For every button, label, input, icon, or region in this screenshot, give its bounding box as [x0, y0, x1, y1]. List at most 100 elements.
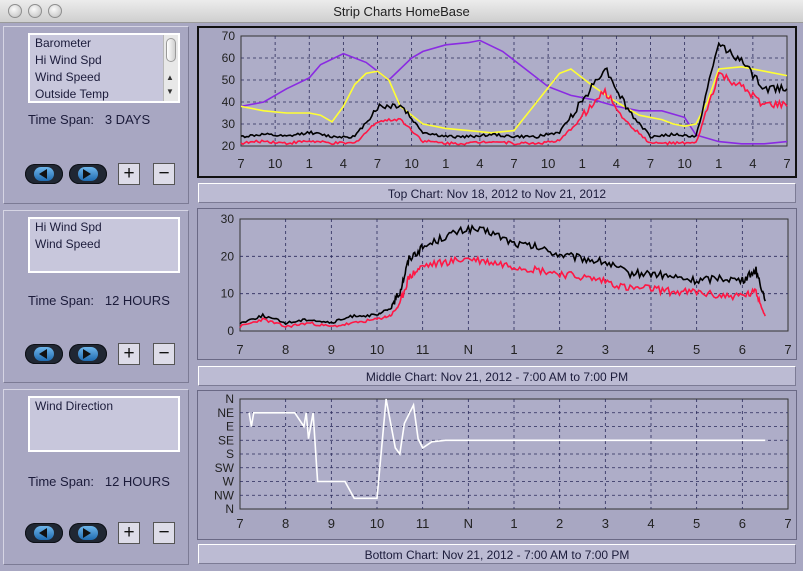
x-tick-label: 7 — [647, 156, 654, 171]
x-tick-label: 7 — [236, 516, 243, 531]
x-tick-label: 10 — [677, 156, 691, 171]
scroll-up-icon[interactable]: ▲ — [166, 73, 174, 82]
zoom-window-button[interactable] — [48, 4, 62, 18]
prev-button[interactable] — [25, 164, 63, 184]
x-tick-label: 5 — [693, 516, 700, 531]
x-tick-label: 8 — [282, 342, 289, 357]
list-item[interactable]: Barometer — [35, 36, 92, 50]
y-tick-label: N — [225, 502, 234, 516]
y-tick-label: SE — [218, 433, 234, 447]
series-line-black — [239, 224, 766, 326]
time-span-value: 3 DAYS — [104, 112, 151, 127]
title-bar: Strip Charts HomeBase — [0, 0, 803, 23]
x-tick-label: 7 — [784, 516, 791, 531]
middle-chart[interactable]: 7 8 9 10 11 N 1 2 3 4 5 6 7 0 10 20 30 — [197, 208, 797, 360]
zoom-out-button[interactable]: − — [153, 343, 175, 365]
x-tick-label: 4 — [613, 156, 620, 171]
x-tick-label: 1 — [442, 156, 449, 171]
x-tick-label: 3 — [602, 516, 609, 531]
time-span-value: 12 HOURS — [104, 293, 170, 308]
x-tick-label: 7 — [784, 342, 791, 357]
series-list-bottom[interactable]: Wind Direction — [28, 396, 180, 452]
x-tick-label: N — [464, 342, 473, 357]
middle-chart-controls: Hi Wind Spd Wind Speed Time Span: 12 HOU… — [3, 210, 189, 383]
x-tick-label: 2 — [556, 342, 563, 357]
list-scrollbar[interactable]: ▲ ▼ — [163, 35, 178, 101]
close-window-button[interactable] — [8, 4, 22, 18]
x-tick-label: 11 — [416, 516, 430, 531]
series-line-white — [248, 398, 766, 500]
x-tick-label: 4 — [647, 516, 654, 531]
window-title: Strip Charts HomeBase — [333, 4, 470, 19]
x-tick-label: 1 — [306, 156, 313, 171]
next-button[interactable] — [69, 344, 107, 364]
x-tick-label: 7 — [237, 156, 244, 171]
scroll-down-icon[interactable]: ▼ — [166, 87, 174, 96]
minimize-window-button[interactable] — [28, 4, 42, 18]
prev-button[interactable] — [25, 523, 63, 543]
series-line-purple — [240, 39, 788, 145]
list-item[interactable]: Wind Speed — [35, 237, 101, 251]
x-tick-label: 7 — [374, 156, 381, 171]
bottom-chart-controls: Wind Direction Time Span: 12 HOURS + − — [3, 389, 189, 565]
x-tick-label: 4 — [749, 156, 756, 171]
series-line-yellow — [240, 65, 788, 134]
x-tick-label: 4 — [647, 342, 654, 357]
series-line-red — [240, 72, 788, 146]
x-tick-label: 10 — [404, 156, 418, 171]
x-tick-label: 1 — [510, 342, 517, 357]
zoom-out-button[interactable]: − — [153, 163, 175, 185]
prev-button[interactable] — [25, 344, 63, 364]
time-span-value: 12 HOURS — [104, 474, 170, 489]
list-item[interactable]: Wind Speed — [35, 70, 101, 84]
x-tick-label: N — [464, 516, 473, 531]
y-tick-label: N — [225, 392, 234, 406]
scroll-thumb[interactable] — [166, 38, 176, 62]
next-button[interactable] — [69, 523, 107, 543]
x-tick-label: 5 — [693, 342, 700, 357]
x-tick-label: 1 — [579, 156, 586, 171]
time-span: Time Span: 12 HOURS — [28, 293, 170, 308]
top-chart-caption: Top Chart: Nov 18, 2012 to Nov 21, 2012 — [198, 183, 796, 203]
y-tick-label: 20 — [221, 249, 235, 263]
y-tick-label: NW — [214, 488, 235, 502]
y-tick-label: 60 — [222, 51, 236, 65]
x-tick-label: 4 — [340, 156, 347, 171]
x-tick-label: 6 — [739, 342, 746, 357]
next-button[interactable] — [69, 164, 107, 184]
time-span: Time Span: 3 DAYS — [28, 112, 150, 127]
list-item[interactable]: Hi Wind Spd — [35, 53, 102, 67]
y-tick-label: 50 — [222, 73, 236, 87]
zoom-out-button[interactable]: − — [153, 522, 175, 544]
zoom-in-button[interactable]: + — [118, 163, 140, 185]
series-list-middle[interactable]: Hi Wind Spd Wind Speed — [28, 217, 180, 273]
bottom-chart-caption: Bottom Chart: Nov 21, 2012 - 7:00 AM to … — [198, 544, 796, 564]
x-tick-label: 3 — [602, 342, 609, 357]
top-chart[interactable]: 7 10 1 4 7 10 1 4 7 10 1 4 7 10 1 4 7 20 30 40 50 60 70 — [197, 26, 797, 178]
list-item[interactable]: Hi Wind Spd — [35, 220, 102, 234]
list-item[interactable]: Outside Temp — [35, 87, 109, 101]
time-span-label: Time Span: — [28, 474, 94, 489]
time-span-label: Time Span: — [28, 293, 94, 308]
y-tick-label: 0 — [227, 324, 234, 338]
x-tick-label: 4 — [476, 156, 483, 171]
list-item[interactable]: Wind Direction — [35, 399, 114, 413]
y-tick-label: 10 — [221, 287, 235, 301]
zoom-in-button[interactable]: + — [118, 522, 140, 544]
x-tick-label: 11 — [416, 342, 430, 357]
y-tick-label: 30 — [222, 117, 236, 131]
x-tick-label: 10 — [370, 342, 384, 357]
x-tick-label: 9 — [328, 516, 335, 531]
y-tick-label: SW — [215, 461, 235, 475]
x-tick-label: 10 — [541, 156, 555, 171]
y-tick-label: 20 — [222, 139, 236, 153]
series-list-top[interactable]: Barometer Hi Wind Spd Wind Speed Outside… — [28, 33, 180, 103]
x-tick-label: 1 — [510, 516, 517, 531]
bottom-chart[interactable]: 7 8 9 10 11 N 1 2 3 4 5 6 7 N NW W SW S SE E NE N — [197, 390, 797, 540]
series-line-red — [239, 255, 766, 329]
y-tick-label: E — [226, 420, 234, 434]
zoom-in-button[interactable]: + — [118, 343, 140, 365]
y-tick-label: W — [223, 475, 235, 489]
